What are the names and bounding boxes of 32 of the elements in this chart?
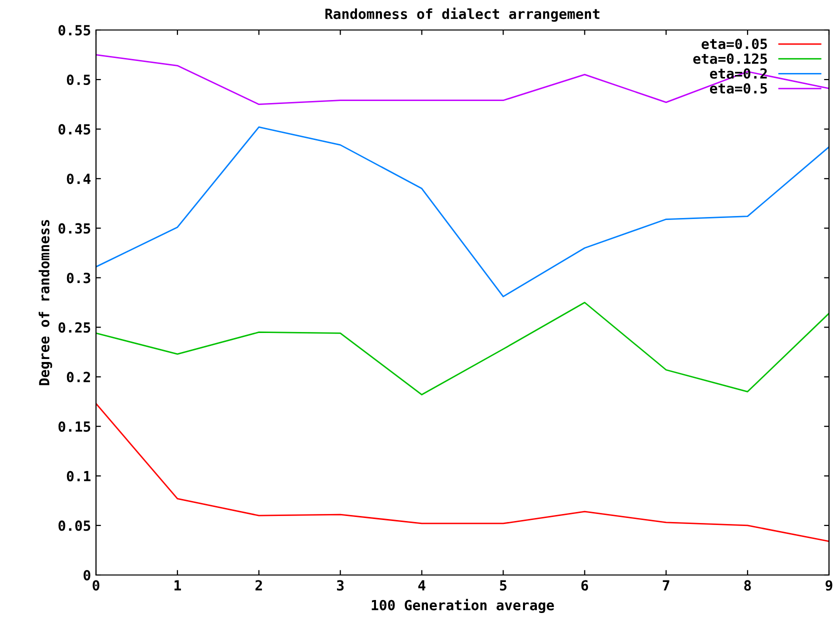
x-tick-label: 3: [337, 580, 344, 591]
y-tick-label: 0: [84, 570, 90, 580]
line-series: [96, 302, 829, 396]
x-tick-label: 2: [255, 580, 262, 590]
chart-title: Randomness of dialect arrangement: [325, 8, 600, 22]
x-tick-label: 7: [662, 580, 670, 590]
y-tick-label: 0.4: [66, 174, 91, 184]
y-tick-label: 0.15: [58, 421, 90, 432]
y-axis-title: Degree of randomness: [38, 220, 52, 386]
line-series: [96, 126, 829, 298]
x-tick-label: 1: [174, 580, 181, 590]
y-tick-label: 0.5: [66, 74, 90, 86]
x-tick-label: 5: [500, 580, 506, 591]
legend-label: eta=0.05: [702, 38, 767, 50]
y-tick-label: 0.45: [58, 124, 90, 135]
y-tick-label: 0.2: [66, 372, 90, 382]
line-series: [96, 402, 829, 542]
y-tick-label: 0.05: [58, 520, 90, 531]
y-tick-label: 0.55: [58, 24, 90, 36]
y-tick-label: 0.35: [58, 223, 90, 234]
x-tick-label: 0: [92, 580, 100, 591]
legend-label: eta=0.125: [693, 53, 767, 64]
x-tick-label: 4: [418, 580, 426, 590]
legend-label: eta=0.5: [710, 83, 767, 94]
y-tick-label: 0.3: [66, 272, 90, 284]
y-tick-label: 0.25: [58, 322, 90, 333]
x-tick-label: 9: [826, 580, 832, 591]
y-tick-label: 0.1: [66, 470, 90, 482]
x-axis-title: 100 Generation average: [372, 598, 554, 614]
line-series: [96, 54, 829, 106]
x-tick-label: 8: [744, 580, 751, 591]
x-tick-label: 6: [581, 580, 588, 591]
